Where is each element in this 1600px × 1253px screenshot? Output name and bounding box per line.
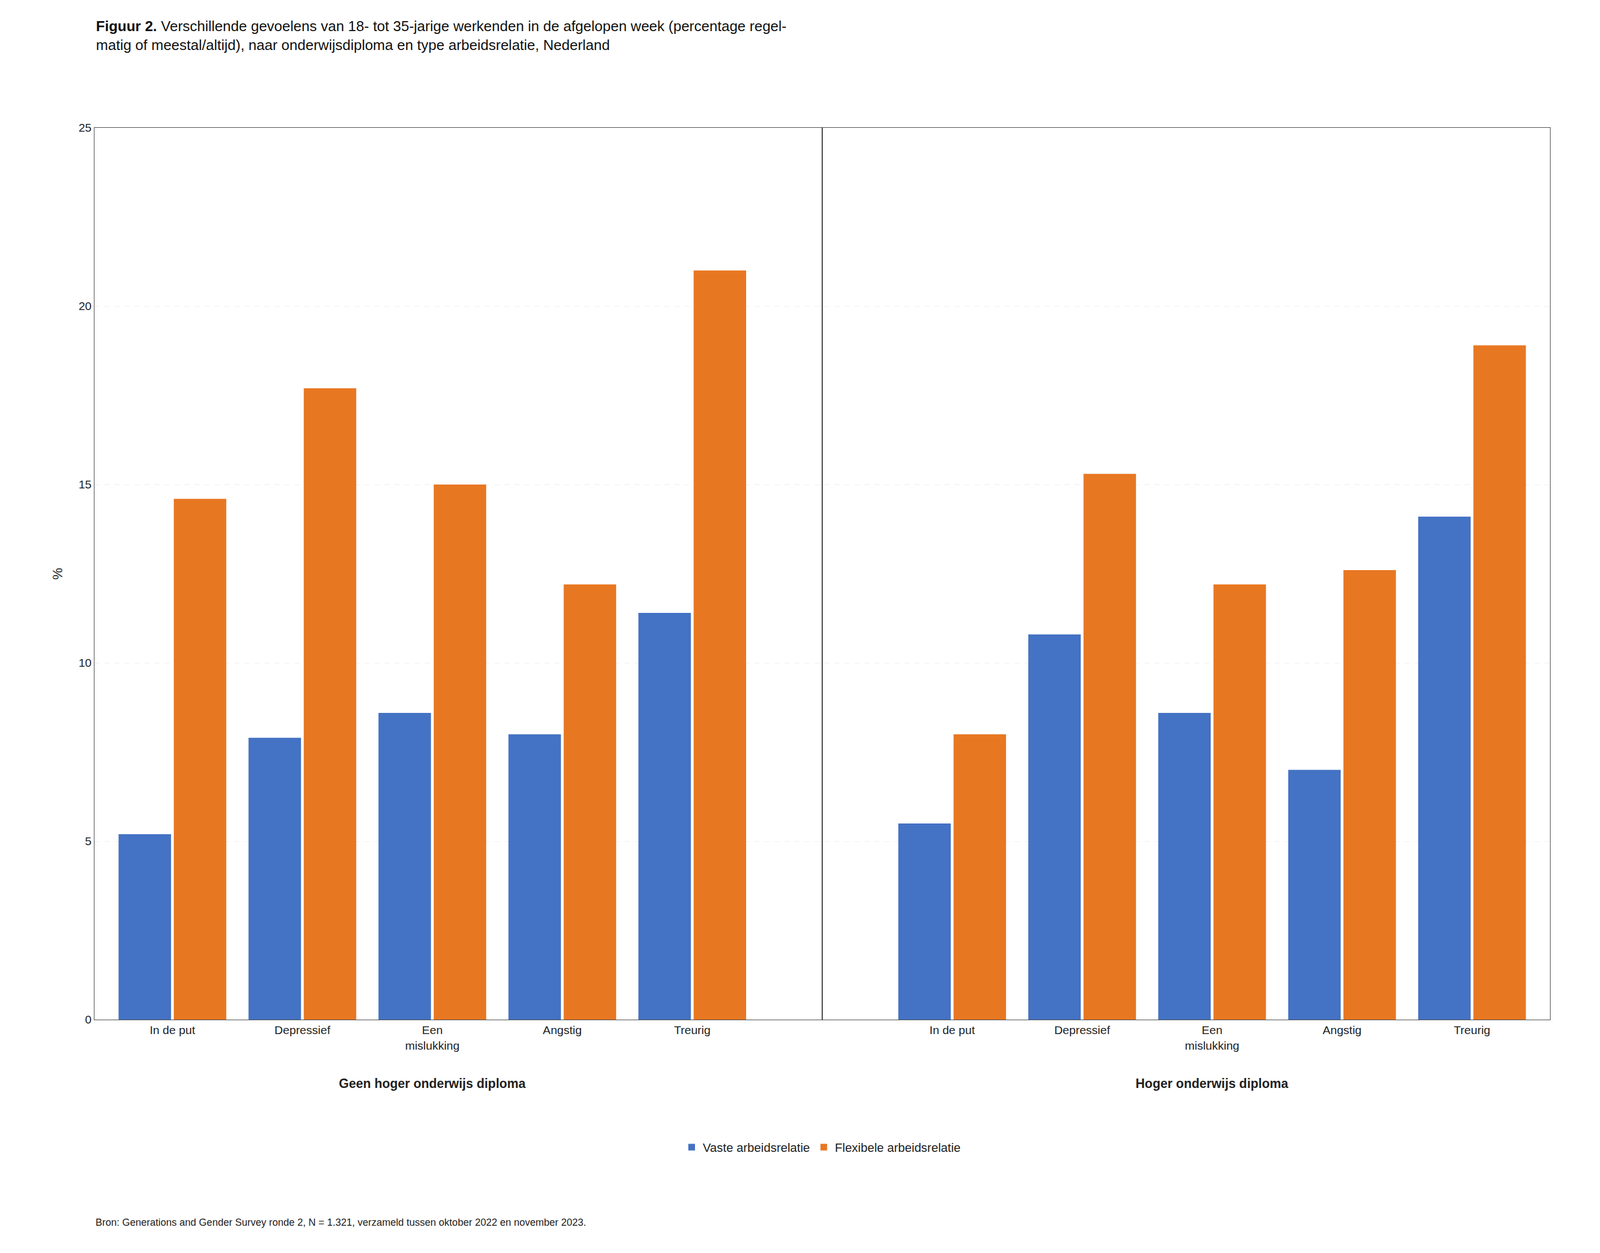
svg-text:In de put: In de put	[149, 1023, 195, 1037]
svg-text:Eenmislukking: Eenmislukking	[1185, 1023, 1240, 1052]
svg-text:Angstig: Angstig	[542, 1023, 582, 1037]
svg-text:Eenmislukking: Eenmislukking	[405, 1023, 460, 1052]
svg-text:Figuur 2. Verschillende gevoel: Figuur 2. Verschillende gevoelens van 18…	[96, 17, 787, 54]
svg-text:Depressief: Depressief	[1054, 1023, 1111, 1037]
svg-text:20: 20	[78, 299, 92, 313]
svg-text:5: 5	[85, 834, 92, 848]
svg-text:Treurig: Treurig	[1453, 1023, 1491, 1037]
svg-text:25: 25	[78, 121, 92, 134]
svg-text:Angstig: Angstig	[1322, 1023, 1362, 1037]
svg-text:0: 0	[85, 1012, 92, 1026]
svg-text:Depressief: Depressief	[274, 1023, 331, 1037]
svg-text:15: 15	[78, 477, 92, 491]
svg-text:Bron: Generations and Gender S: Bron: Generations and Gender Survey rond…	[95, 1216, 587, 1228]
svg-text:Hoger onderwijs diploma: Hoger onderwijs diploma	[1135, 1076, 1289, 1091]
svg-text:Treurig: Treurig	[673, 1023, 711, 1037]
svg-text:In de put: In de put	[929, 1023, 975, 1037]
svg-text:10: 10	[78, 656, 92, 669]
svg-text:Flexibele arbeidsrelatie: Flexibele arbeidsrelatie	[835, 1140, 961, 1155]
svg-text:Geen hoger onderwijs diploma: Geen hoger onderwijs diploma	[338, 1076, 526, 1091]
svg-text:%: %	[50, 567, 65, 580]
svg-text:Vaste arbeidsrelatie: Vaste arbeidsrelatie	[702, 1140, 810, 1155]
